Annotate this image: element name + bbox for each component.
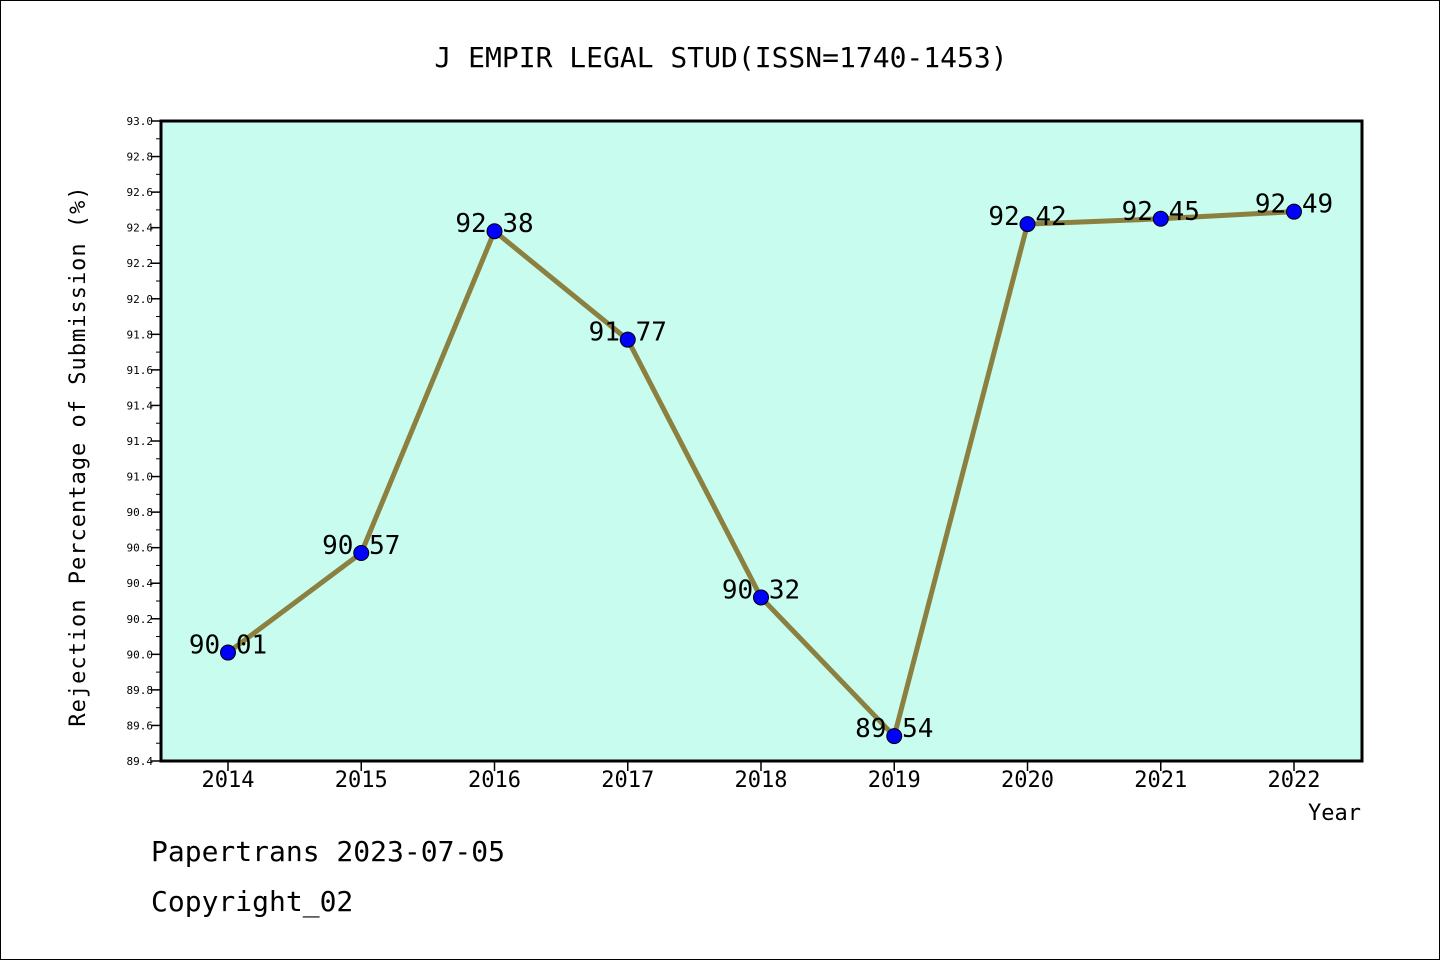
y-tick-label: 90.0 [127,648,154,661]
y-tick-label: 92.6 [127,186,154,199]
y-tick-label: 93.0 [127,115,154,128]
data-point [353,545,370,561]
chart-title: J EMPIR LEGAL STUD(ISSN=1740-1453) [434,41,1007,74]
y-tick-label: 90.2 [127,613,154,626]
y-tick-label: 90.4 [127,577,154,590]
data-point [753,589,769,606]
x-tick-label: 2020 [1001,768,1054,793]
y-tick-label: 89.4 [127,755,154,768]
x-axis-label: Year [1308,801,1361,826]
y-tick-label: 91.6 [127,364,154,377]
y-tick-label: 90.6 [127,542,154,555]
y-tick-label: 92.4 [127,222,154,235]
y-tick-label: 91.8 [127,328,154,341]
y-tick-label: 91.0 [127,471,154,484]
x-axis: 2014 2015 2016 2017 2018 2019 2020 2021 2022 [202,761,1321,793]
data-point [1286,203,1302,220]
y-tick-label: 90.8 [127,506,154,519]
y-tick-label: 92.0 [127,293,154,306]
y-tick-label: 91.2 [127,435,154,448]
data-point [1019,216,1036,233]
y-tick-label: 91.4 [127,399,154,412]
x-tick-label: 2014 [202,768,255,793]
data-point [886,728,903,745]
data-point [1152,210,1169,227]
y-tick-label: 89.6 [127,719,154,732]
y-axis: 89.4 89.6 89.8 90.0 90.2 90.4 90.6 90.8 91.0 91.2… [127,115,161,768]
x-tick-label: 2016 [468,768,521,793]
data-point [220,644,236,661]
x-tick-label: 2017 [601,768,654,793]
data-point [619,331,636,348]
x-tick-label: 2021 [1134,768,1187,793]
y-axis-label: Rejection Percentage of Submission (%) [66,185,91,726]
x-tick-label: 2018 [735,768,788,793]
series: 90.0190.5792.3891.7790.3289.5492.4292.45… [189,190,1333,745]
y-tick-label: 92.8 [127,151,154,164]
x-tick-label: 2015 [335,768,388,793]
plot-area [159,119,1364,763]
data-point [486,223,503,240]
y-tick-label: 92.2 [127,257,154,270]
footer-copyright: Copyright_02 [151,885,354,918]
x-tick-label: 2019 [868,768,921,793]
x-tick-label: 2022 [1268,768,1321,793]
y-tick-label: 89.8 [127,684,154,697]
footer-date: Papertrans 2023-07-05 [151,835,506,868]
